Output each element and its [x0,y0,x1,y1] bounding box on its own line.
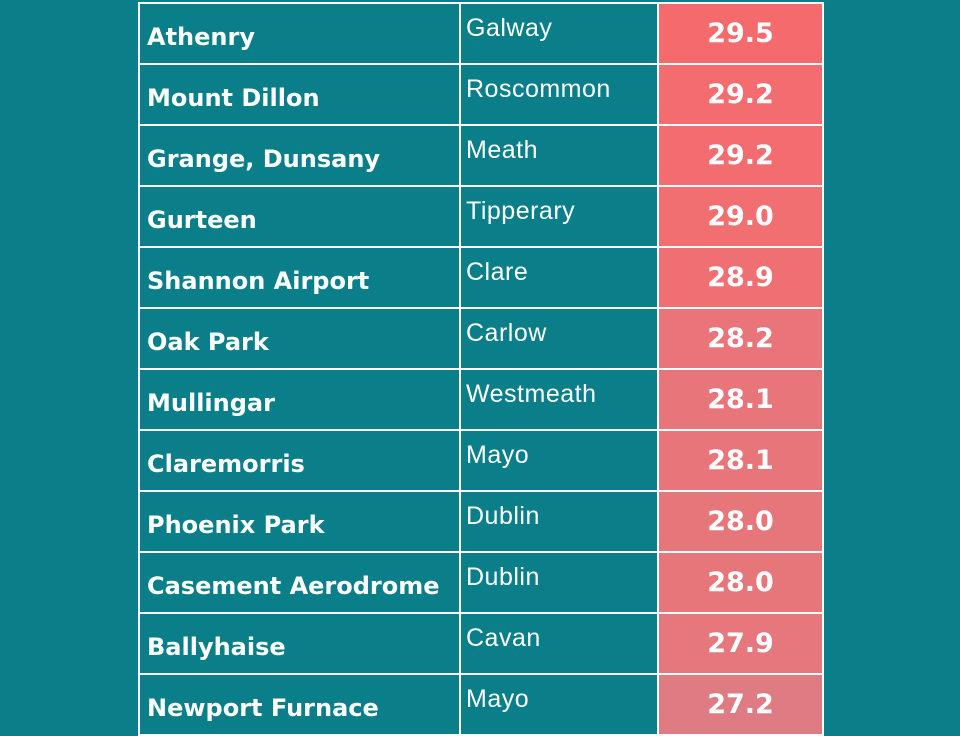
county-cell: Cavan [459,612,659,675]
station-cell: Athenry [138,2,461,65]
county-cell: Dublin [459,551,659,614]
station-cell: Phoenix Park [138,490,461,553]
value-cell: 28.1 [657,368,824,431]
table-row: Athenry Galway 29.5 [138,2,824,65]
value-cell: 28.9 [657,246,824,309]
county-cell: Tipperary [459,185,659,248]
county-cell: Galway [459,2,659,65]
table-body: Athenry Galway 29.5 Mount Dillon Roscommon 29… [138,2,824,736]
station-cell: Newport Furnace [138,673,461,736]
county-cell: Mayo [459,429,659,492]
station-cell: Gurteen [138,185,461,248]
value-cell: 29.2 [657,63,824,126]
county-cell: Westmeath [459,368,659,431]
station-cell: Ballyhaise [138,612,461,675]
value-cell: 27.2 [657,673,824,736]
value-cell: 29.5 [657,2,824,65]
value-cell: 28.1 [657,429,824,492]
table-row: Grange, Dunsany Meath 29.2 [138,124,824,187]
county-cell: Dublin [459,490,659,553]
table-row: Ballyhaise Cavan 27.9 [138,612,824,675]
station-cell: Claremorris [138,429,461,492]
table-row: Casement Aerodrome Dublin 28.0 [138,551,824,614]
station-cell: Shannon Airport [138,246,461,309]
table-row: Oak Park Carlow 28.2 [138,307,824,370]
county-cell: Roscommon [459,63,659,126]
value-cell: 28.0 [657,490,824,553]
value-cell: 28.2 [657,307,824,370]
table-row: Gurteen Tipperary 29.0 [138,185,824,248]
station-cell: Mullingar [138,368,461,431]
page: Athenry Galway 29.5 Mount Dillon Roscommon 29… [138,2,824,736]
station-cell: Grange, Dunsany [138,124,461,187]
county-cell: Clare [459,246,659,309]
table-row: Phoenix Park Dublin 28.0 [138,490,824,553]
table-container: Athenry Galway 29.5 Mount Dillon Roscommon 29… [138,2,824,736]
value-cell: 28.0 [657,551,824,614]
station-cell: Oak Park [138,307,461,370]
table-row: Claremorris Mayo 28.1 [138,429,824,492]
county-cell: Meath [459,124,659,187]
table-row: Shannon Airport Clare 28.9 [138,246,824,309]
table-row: Newport Furnace Mayo 27.2 [138,673,824,736]
station-cell: Casement Aerodrome [138,551,461,614]
county-cell: Carlow [459,307,659,370]
value-cell: 29.2 [657,124,824,187]
station-cell: Mount Dillon [138,63,461,126]
table-row: Mount Dillon Roscommon 29.2 [138,63,824,126]
value-cell: 29.0 [657,185,824,248]
county-cell: Mayo [459,673,659,736]
station-table: Athenry Galway 29.5 Mount Dillon Roscommon 29… [138,2,824,736]
value-cell: 27.9 [657,612,824,675]
table-row: Mullingar Westmeath 28.1 [138,368,824,431]
